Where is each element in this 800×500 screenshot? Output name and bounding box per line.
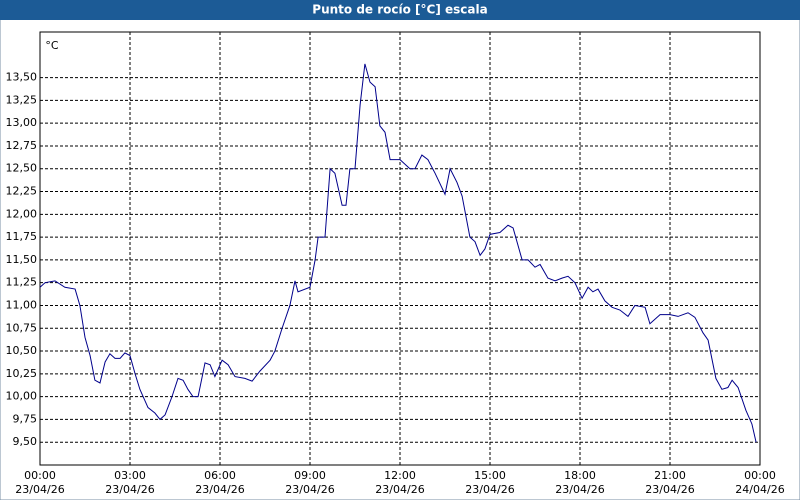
y-tick-label: 11,75 [6,230,38,243]
y-tick-label: 10,50 [6,344,38,357]
x-tick-date: 23/04/26 [465,483,514,496]
x-tick-label: 12:00 [384,469,416,482]
x-tick-date: 23/04/26 [645,483,694,496]
chart-title: Punto de rocío [°C] escala [312,3,487,17]
title-bar [0,0,800,20]
x-tick-date: 23/04/26 [105,483,154,496]
x-tick-label: 00:00 [744,469,776,482]
x-tick-label: 15:00 [474,469,506,482]
y-tick-label: 12,25 [6,185,38,198]
x-tick-label: 18:00 [564,469,596,482]
x-tick-date: 23/04/26 [195,483,244,496]
y-tick-label: 9,75 [13,412,38,425]
x-tick-label: 00:00 [24,469,56,482]
y-tick-label: 11,50 [6,253,38,266]
x-tick-date: 23/04/26 [15,483,64,496]
x-tick-date: 23/04/26 [375,483,424,496]
y-tick-label: 10,75 [6,321,38,334]
y-axis-label: °C [45,39,59,52]
data-line [39,63,757,443]
y-tick-label: 12,50 [6,162,38,175]
x-tick-label: 21:00 [654,469,686,482]
y-tick-label: 11,00 [6,298,38,311]
y-tick-label: 13,25 [6,93,38,106]
x-tick-date: 23/04/26 [285,483,334,496]
y-tick-label: 13,50 [6,71,38,84]
y-tick-label: 10,00 [6,390,38,403]
x-tick-date: 24/04/26 [735,483,784,496]
y-tick-label: 9,50 [13,435,38,448]
y-tick-label: 12,75 [6,139,38,152]
y-tick-label: 11,25 [6,276,38,289]
x-tick-label: 09:00 [294,469,326,482]
x-tick-label: 03:00 [114,469,146,482]
x-tick-date: 23/04/26 [555,483,604,496]
y-tick-label: 12,00 [6,207,38,220]
y-tick-label: 13,00 [6,116,38,129]
x-tick-label: 06:00 [204,469,236,482]
y-tick-label: 10,25 [6,367,38,380]
